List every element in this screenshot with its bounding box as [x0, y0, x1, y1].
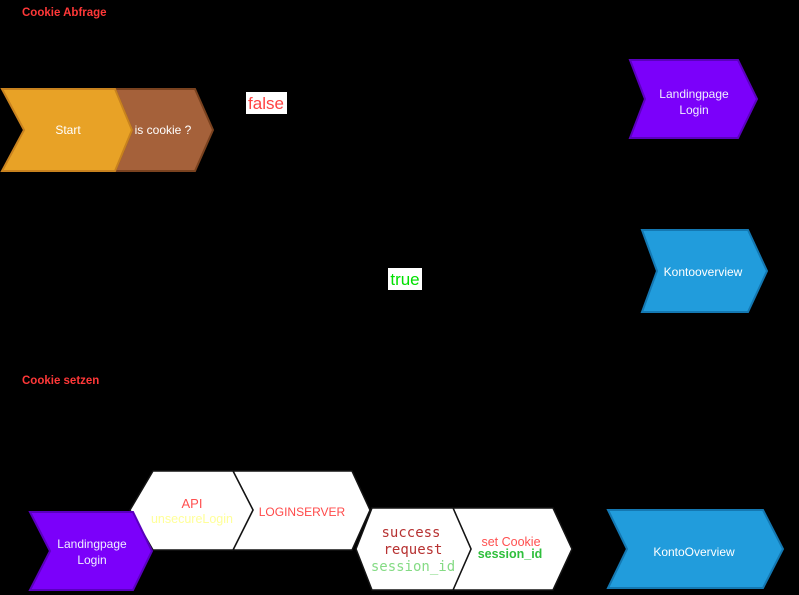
node-success-request — [355, 507, 472, 591]
node-landingpage-login-top — [628, 59, 759, 139]
node-landingpage-top-line2: Login — [679, 103, 708, 117]
node-api — [129, 470, 254, 551]
edge-label-true: true — [390, 270, 419, 289]
edge-label-false: false — [248, 94, 284, 113]
node-kontooverview-top — [640, 229, 769, 313]
node-api-line2: unsecureLogin — [151, 512, 233, 526]
node-landingpage-bottom-line1: Landingpage — [57, 537, 127, 551]
node-kontooverview-bottom-label: KontoOverview — [653, 545, 735, 559]
node-success-line3: session_id — [371, 559, 455, 575]
node-api-line1: API — [182, 496, 203, 511]
node-landingpage-bottom-line2: Login — [77, 553, 106, 567]
node-start — [0, 88, 134, 172]
node-set-cookie-line2: session_id — [478, 547, 543, 561]
node-is-cookie-label: is cookie ? — [135, 123, 192, 137]
node-kontooverview-bottom — [606, 509, 785, 589]
section-title-cookie-setzen: Cookie setzen — [22, 375, 99, 387]
edge-label-true-bg — [388, 268, 422, 290]
node-set-cookie-line1: set Cookie — [481, 535, 540, 549]
node-success-line2: request — [383, 542, 442, 558]
edge-label-false-bg — [246, 92, 287, 114]
node-landingpage-top-line1: Landingpage — [659, 87, 729, 101]
node-landingpage-login-bottom — [28, 511, 154, 591]
node-kontooverview-top-label: Kontooverview — [664, 265, 743, 279]
node-success-line1: success — [381, 525, 440, 541]
node-start-label: Start — [55, 123, 81, 137]
node-loginserver-label: LOGINSERVER — [259, 505, 346, 519]
section-title-cookie-abfrage: Cookie Abfrage — [22, 7, 107, 19]
